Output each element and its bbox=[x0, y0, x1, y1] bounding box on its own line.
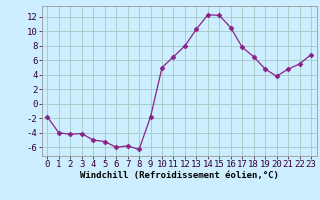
X-axis label: Windchill (Refroidissement éolien,°C): Windchill (Refroidissement éolien,°C) bbox=[80, 171, 279, 180]
